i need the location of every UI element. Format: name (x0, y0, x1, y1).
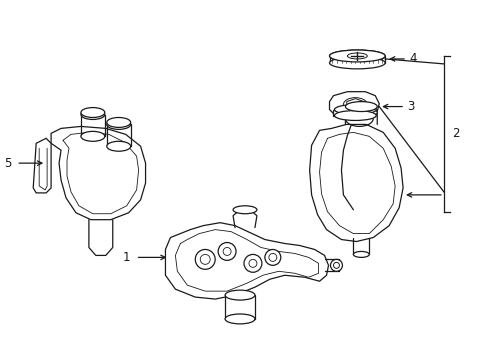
Text: 3: 3 (406, 100, 414, 113)
Text: 4: 4 (408, 53, 416, 66)
Polygon shape (329, 56, 385, 63)
Ellipse shape (334, 111, 375, 121)
Text: 5: 5 (4, 157, 11, 170)
Ellipse shape (346, 53, 366, 59)
Ellipse shape (224, 290, 254, 300)
Text: 2: 2 (451, 127, 458, 140)
Ellipse shape (329, 57, 385, 69)
Ellipse shape (329, 50, 385, 62)
Text: 1: 1 (123, 251, 130, 264)
Polygon shape (333, 109, 374, 116)
Ellipse shape (81, 109, 104, 120)
Ellipse shape (353, 251, 368, 257)
Polygon shape (165, 223, 328, 299)
Ellipse shape (81, 108, 104, 117)
Polygon shape (329, 92, 379, 117)
Ellipse shape (106, 117, 130, 127)
Ellipse shape (345, 108, 376, 117)
Circle shape (195, 249, 215, 269)
Polygon shape (33, 138, 51, 193)
Circle shape (330, 260, 342, 271)
Ellipse shape (81, 131, 104, 141)
Ellipse shape (329, 50, 385, 62)
Ellipse shape (106, 141, 130, 151)
Polygon shape (309, 125, 402, 242)
Circle shape (244, 255, 262, 272)
Circle shape (218, 243, 236, 260)
Ellipse shape (345, 102, 376, 112)
Polygon shape (51, 126, 145, 220)
Ellipse shape (233, 206, 256, 214)
Ellipse shape (106, 120, 130, 129)
Ellipse shape (334, 105, 375, 114)
Ellipse shape (224, 314, 254, 324)
Circle shape (264, 249, 280, 265)
